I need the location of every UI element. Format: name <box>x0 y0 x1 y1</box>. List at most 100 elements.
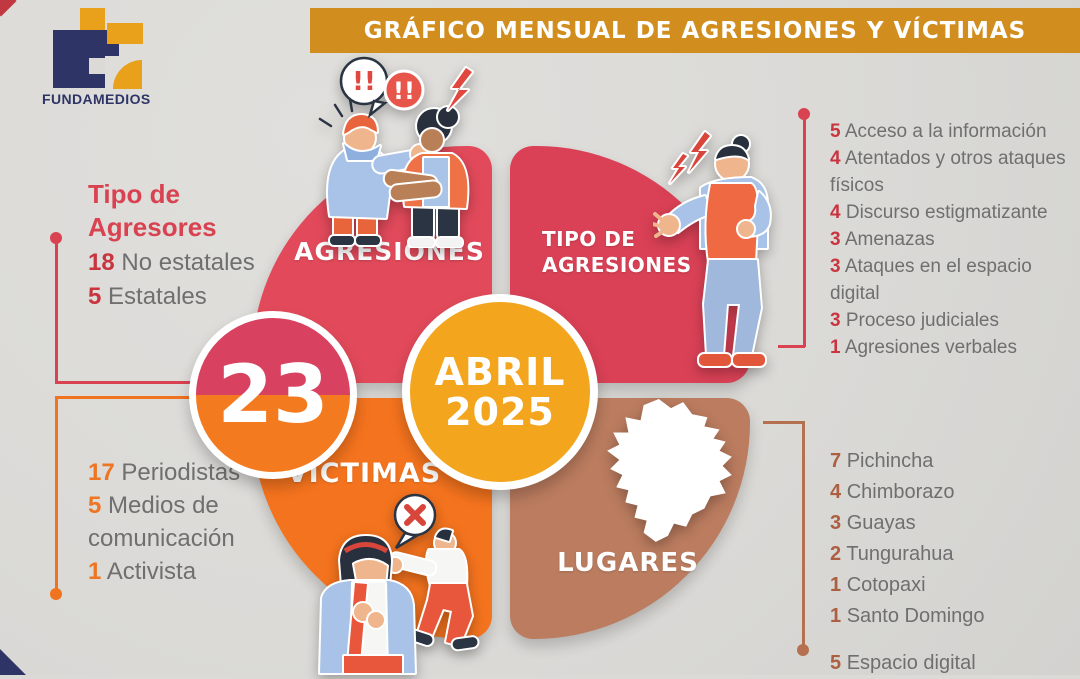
stat-value: 17 <box>88 459 115 486</box>
stat-item: 2 Tungurahua <box>830 539 1075 570</box>
stat-value: 3 <box>830 229 841 250</box>
stat-label: Espacio digital <box>846 652 976 674</box>
stat-value: 4 <box>830 148 841 169</box>
connector-line <box>763 421 804 424</box>
year-label: 2025 <box>445 390 555 434</box>
connector-line <box>55 381 195 384</box>
connector-line <box>55 240 58 383</box>
total-value: 23 <box>217 348 329 441</box>
stat-label: Proceso judiciales <box>845 310 999 331</box>
stat-item: 4 Discurso estigmatizante <box>830 199 1075 226</box>
stat-item: 1 Activista <box>88 555 273 588</box>
agresores-heading-line2: Agresores <box>88 212 217 242</box>
logo-text: FUNDAMEDIOS <box>42 91 151 107</box>
exclamation-bubble-text: !! <box>352 67 376 97</box>
stat-label: Chimborazo <box>846 481 955 503</box>
stat-value: 4 <box>830 481 842 503</box>
connector-line <box>778 345 805 348</box>
stat-item: 18 No estatales <box>88 246 273 280</box>
stat-value: 18 <box>88 249 115 276</box>
exclamation-bubble-text: !! <box>393 77 415 105</box>
stat-label: Agresiones verbales <box>844 337 1017 358</box>
month-label: ABRIL <box>434 350 566 394</box>
injured-person-illustration <box>653 130 772 368</box>
stat-item: 3 Ataques en el espacio digital <box>830 253 1075 307</box>
stat-item: 5 Estatales <box>88 280 273 314</box>
stat-label: Estatales <box>108 283 207 310</box>
stat-item: 5 Acceso a la información <box>830 118 1075 145</box>
stat-label: Santo Domingo <box>846 605 985 627</box>
quadrant-label-tipo-line2: AGRESIONES <box>542 253 692 277</box>
stat-label: Periodistas <box>121 459 241 486</box>
victim-scene-illustration <box>318 493 480 675</box>
stat-value: 4 <box>830 202 841 223</box>
stat-label: Tungurahua <box>846 543 954 565</box>
banner-title: GRÁFICO MENSUAL DE AGRESIONES Y VÍCTIMAS <box>363 17 1027 44</box>
quadrant-label-lugares: LUGARES <box>557 548 699 578</box>
connector-line <box>803 114 806 347</box>
stat-label: Atentados y otros ataques físicos <box>830 148 1066 196</box>
agresores-heading: Tipo de Agresores <box>88 178 217 244</box>
stat-item: 3 Guayas <box>830 508 1075 539</box>
stat-value: 1 <box>830 337 841 358</box>
stat-label: Cotopaxi <box>846 574 926 596</box>
stat-label: Medios de comunicación <box>88 492 235 552</box>
logo-gold-quarter-icon <box>113 60 142 89</box>
stat-label: Pichincha <box>846 450 934 472</box>
stat-item: 1 Santo Domingo <box>830 601 1075 632</box>
stat-item: 7 Pichincha <box>830 446 1075 477</box>
stat-item: 1 Cotopaxi <box>830 570 1075 601</box>
stat-label: Activista <box>106 558 197 585</box>
connector-dot-victimas <box>50 588 62 600</box>
stat-item: 5 Espacio digital <box>830 648 1075 679</box>
stat-value: 7 <box>830 450 842 472</box>
connector-line <box>802 421 805 648</box>
stat-item: 1 Agresiones verbales <box>830 334 1075 361</box>
stat-value: 1 <box>88 558 102 585</box>
stat-value: 5 <box>830 121 841 142</box>
agresores-list: 18 No estatales 5 Estatales <box>88 246 273 314</box>
stat-value: 3 <box>830 512 842 534</box>
lugares-list: 7 Pichincha 4 Chimborazo 3 Guayas 2 Tung… <box>830 446 1075 679</box>
stat-label: Amenazas <box>844 229 935 250</box>
stat-item: 3 Amenazas <box>830 226 1075 253</box>
logo-gold-bar-icon <box>107 23 143 44</box>
fundamedios-logo: FUNDAMEDIOS <box>42 4 162 110</box>
ecuador-map-icon <box>607 399 732 542</box>
connector-dot-lugares <box>797 644 809 656</box>
agresores-heading-line1: Tipo de <box>88 179 180 209</box>
stat-item: 17 Periodistas <box>88 456 273 489</box>
stat-label: Discurso estigmatizante <box>845 202 1048 223</box>
corner-accent-red <box>0 0 17 17</box>
total-badge: 23 <box>189 311 357 479</box>
stat-label: No estatales <box>121 249 255 276</box>
stat-item: 4 Chimborazo <box>830 477 1075 508</box>
stat-label: Guayas <box>846 512 916 534</box>
logo-gold-square-icon <box>80 8 105 30</box>
banner: GRÁFICO MENSUAL DE AGRESIONES Y VÍCTIMAS <box>310 8 1080 53</box>
stat-value: 3 <box>830 310 841 331</box>
stat-value: 2 <box>830 543 842 565</box>
people-arguing-illustration: !! !! <box>318 56 474 248</box>
connector-dot-agresores <box>50 232 62 244</box>
connector-line <box>55 396 195 399</box>
connector-line <box>55 396 58 592</box>
stat-item: 5 Medios de comunicación <box>88 489 273 555</box>
stat-value: 5 <box>88 283 102 310</box>
stat-value: 1 <box>830 605 842 627</box>
stat-item: 3 Proceso judiciales <box>830 307 1075 334</box>
stat-label: Acceso a la información <box>844 121 1047 142</box>
month-badge: ABRIL 2025 <box>402 294 598 490</box>
stat-value: 5 <box>830 652 842 674</box>
stat-value: 3 <box>830 256 841 277</box>
stat-label: Ataques en el espacio digital <box>830 256 1032 304</box>
stat-value: 1 <box>830 574 842 596</box>
stat-value: 5 <box>88 492 102 519</box>
victimas-list: 17 Periodistas 5 Medios de comunicación … <box>88 456 273 588</box>
stat-item: 4 Atentados y otros ataques físicos <box>830 145 1075 199</box>
quadrant-label-tipo-line1: TIPO DE <box>542 227 636 251</box>
corner-accent-navy <box>0 649 26 675</box>
quadrant-label-tipo-agresiones: TIPO DE AGRESIONES <box>542 226 692 278</box>
tipo-agresiones-list: 5 Acceso a la información 4 Atentados y … <box>830 118 1075 361</box>
